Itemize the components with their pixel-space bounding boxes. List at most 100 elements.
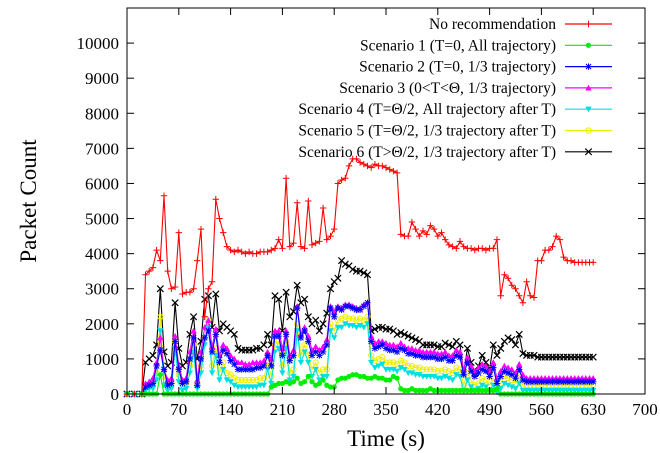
series-5-point xyxy=(438,375,445,382)
series-3-point xyxy=(464,359,471,366)
y-tick-label: 8000 xyxy=(85,104,119,123)
series-3-point xyxy=(316,352,323,359)
legend-marker-7 xyxy=(584,148,593,156)
series-1-point xyxy=(501,271,508,278)
series-3-point xyxy=(545,378,552,385)
x-tick-label: 140 xyxy=(218,400,244,419)
series-2-point xyxy=(331,384,337,390)
series-1-point xyxy=(412,225,419,233)
series-7-point xyxy=(171,299,179,307)
series-7-point xyxy=(204,292,213,300)
series-3-point xyxy=(519,376,527,384)
series-3-point xyxy=(553,378,560,385)
y-tick-label: 7000 xyxy=(85,139,119,158)
y-tick-label: 1000 xyxy=(85,350,119,369)
series-4-point xyxy=(471,367,478,374)
series-6-point xyxy=(401,359,408,366)
series-3-point xyxy=(282,331,290,338)
series-1-point xyxy=(242,250,249,257)
series-1-point xyxy=(356,159,364,166)
series-4-point xyxy=(475,364,482,371)
series-1-point xyxy=(297,243,305,250)
series-3-point xyxy=(393,348,401,356)
series-3-point xyxy=(475,369,482,377)
series-6-point xyxy=(479,375,486,382)
series-5-point xyxy=(445,375,453,382)
series-5-point xyxy=(349,323,356,329)
series-1-point xyxy=(342,174,349,182)
series-3-point xyxy=(297,334,305,342)
series-3-point xyxy=(364,299,371,306)
series-1-point xyxy=(479,245,486,252)
series-5-point xyxy=(279,370,286,377)
series-1-point xyxy=(497,292,504,299)
series-7-point xyxy=(519,350,527,358)
series-7-point xyxy=(404,332,412,340)
series-4-point xyxy=(464,353,471,360)
series-1-point xyxy=(316,238,323,245)
series-3-point xyxy=(294,304,301,312)
legend-marker-6 xyxy=(585,127,592,134)
series-7-point xyxy=(511,341,520,349)
series-6-point xyxy=(375,355,382,363)
series-7-point xyxy=(530,351,538,360)
series-3-point xyxy=(508,371,515,378)
series-6-point xyxy=(345,315,353,322)
series-5-point xyxy=(442,373,449,380)
series-5-point xyxy=(467,384,475,391)
series-3-point xyxy=(512,375,519,382)
series-3-point xyxy=(575,378,582,385)
series-5-point xyxy=(508,384,515,391)
series-3-point xyxy=(445,357,453,364)
series-1-point xyxy=(519,299,527,306)
series-1-point xyxy=(416,232,423,240)
series-1-point xyxy=(508,282,515,289)
series-3-point xyxy=(416,352,423,359)
series-3-point xyxy=(460,371,467,378)
series-1-point xyxy=(408,218,416,226)
series-3-point xyxy=(504,369,512,377)
series-5-point xyxy=(449,377,456,384)
series-5-point xyxy=(305,359,312,366)
series-6-point xyxy=(416,364,423,371)
series-6-point xyxy=(246,376,253,384)
series-3-point xyxy=(582,378,589,385)
series-2-point xyxy=(294,375,300,381)
series-4-point xyxy=(390,341,397,348)
series-5-point xyxy=(331,335,338,342)
series-1-point xyxy=(238,248,245,256)
series-5-point xyxy=(260,382,268,389)
series-3-point xyxy=(467,367,475,375)
series-3-point xyxy=(153,362,160,370)
series-4-point xyxy=(183,375,190,381)
series-5-point xyxy=(290,373,297,380)
series-2-point xyxy=(276,380,282,387)
series-7-point xyxy=(356,267,364,275)
series-7-point xyxy=(493,351,501,360)
series-6-point xyxy=(253,376,260,384)
series-1-point xyxy=(467,245,475,252)
series-7-point xyxy=(378,323,386,331)
series-7-point xyxy=(212,290,220,298)
series-7-point xyxy=(349,265,357,274)
series-2-point xyxy=(475,387,482,394)
series-7-point xyxy=(304,313,312,321)
series-1-point xyxy=(386,166,393,173)
legend-label-1: No recommendation xyxy=(429,16,556,33)
series-6-point xyxy=(279,362,286,370)
legend-marker-1 xyxy=(585,20,592,28)
series-7-point xyxy=(189,313,198,321)
series-1-point xyxy=(142,271,149,278)
series-7-point xyxy=(408,334,416,342)
x-tick-label: 70 xyxy=(170,400,187,419)
series-1-point xyxy=(231,248,238,256)
series-6-point xyxy=(186,362,193,370)
series-3-point xyxy=(434,355,441,363)
series-1-point xyxy=(290,239,297,247)
series-6-point xyxy=(238,376,245,384)
series-1-point xyxy=(397,231,404,238)
series-5-point xyxy=(312,366,319,373)
series-4-point xyxy=(208,343,216,350)
series-4-point xyxy=(453,346,460,353)
